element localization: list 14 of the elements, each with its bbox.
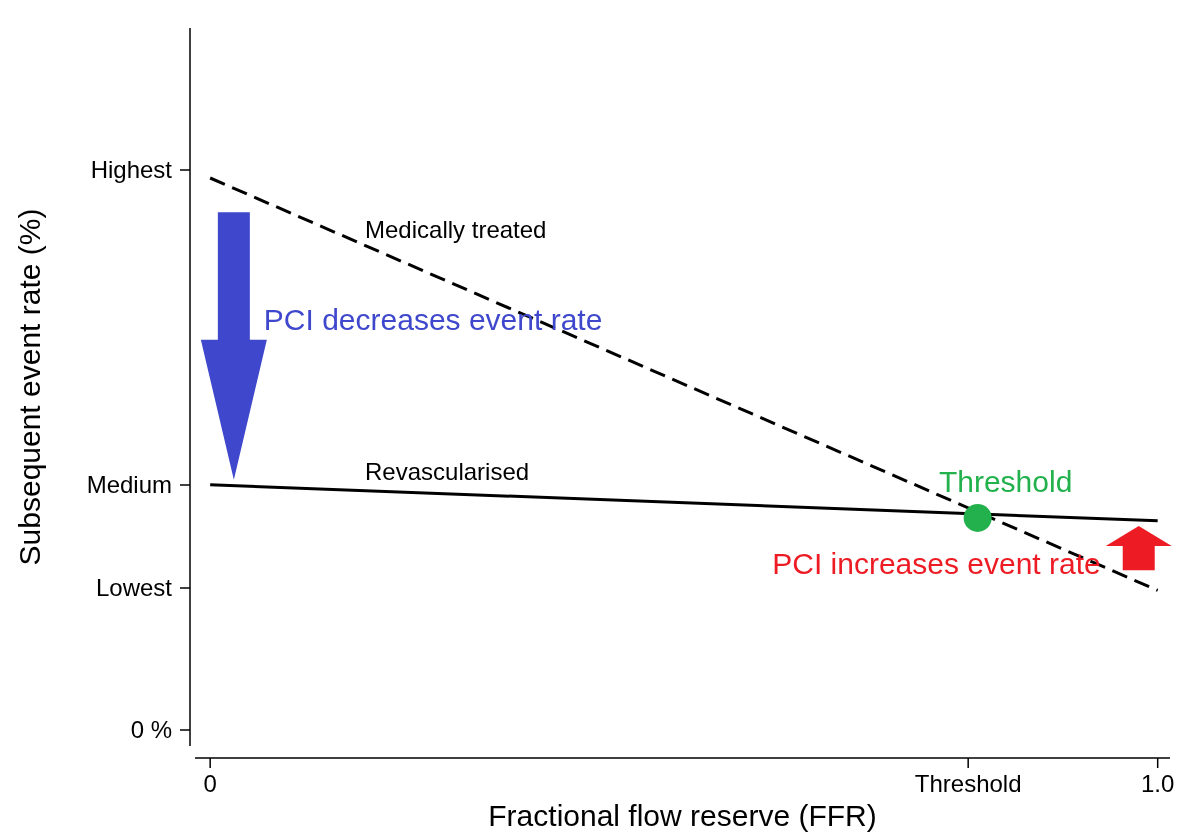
series-label: Threshold [938,464,1073,498]
y-axis-title: Subsequent event rate (%) [13,208,46,566]
text: Medium [86,471,172,499]
annotation: PCI increases event rate [772,547,1101,580]
x-axis-title: Fractional flow reserve (FFR) [488,799,877,832]
x-tick-label: Threshold [914,770,1022,797]
x-tick-label: 0 [203,770,217,797]
series-label: Medically treated [365,215,547,243]
series-label: Revascularised [365,458,530,486]
text: Highest [90,156,173,184]
text: Lowest [95,574,173,602]
annotation: PCI decreases event rate [263,303,603,336]
x-tick-label: 1.0 [1140,770,1175,797]
text: 0 % [130,716,172,744]
